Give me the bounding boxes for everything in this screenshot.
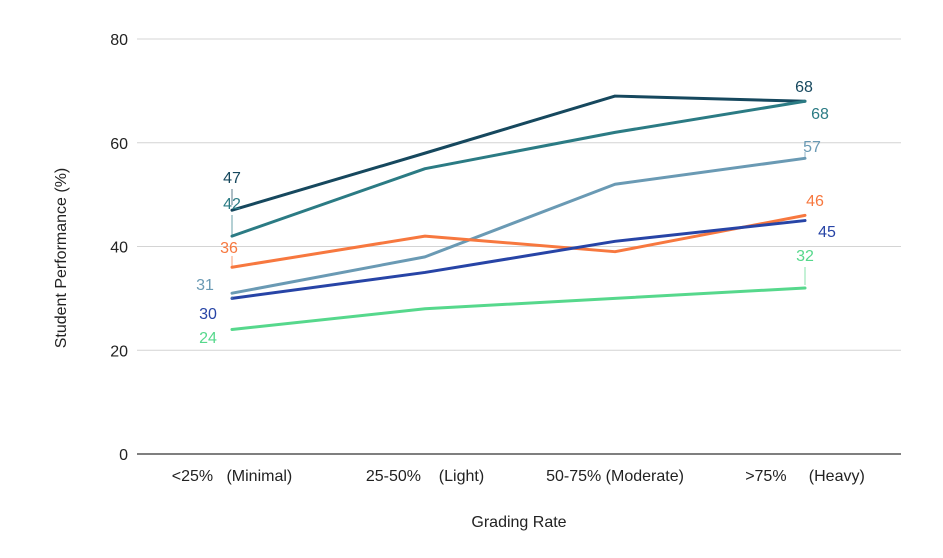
x-tick-label: 50-75% (Moderate) bbox=[546, 468, 684, 485]
data-label: 36 bbox=[220, 240, 238, 257]
data-label: 47 bbox=[223, 170, 241, 187]
series-lines bbox=[230, 94, 807, 331]
series-line-5 bbox=[230, 286, 807, 331]
y-tick-label: 60 bbox=[110, 136, 128, 153]
series-line-2 bbox=[230, 156, 807, 295]
axes: 0 20 40 60 80 <25% (Minimal) 25-50% (Light) 50-… bbox=[110, 32, 901, 485]
series-line-4 bbox=[230, 219, 807, 300]
data-label: 57 bbox=[803, 139, 821, 156]
y-tick-label: 40 bbox=[110, 240, 128, 257]
series-line-1 bbox=[230, 99, 807, 238]
x-axis-title: Grading Rate bbox=[471, 514, 566, 531]
data-label: 32 bbox=[796, 248, 814, 265]
data-label: 68 bbox=[811, 106, 829, 123]
data-label: 68 bbox=[795, 79, 813, 96]
data-label: 24 bbox=[199, 330, 217, 347]
data-label: 46 bbox=[806, 193, 824, 210]
series-line-0 bbox=[230, 94, 807, 212]
data-label: 31 bbox=[196, 277, 214, 294]
x-tick-label: >75% (Heavy) bbox=[745, 468, 865, 485]
y-tick-label: 80 bbox=[110, 32, 128, 49]
y-tick-label: 0 bbox=[119, 447, 128, 464]
data-label: 30 bbox=[199, 306, 217, 323]
y-tick-label: 20 bbox=[110, 343, 128, 360]
data-label: 42 bbox=[223, 196, 241, 213]
series-line-3 bbox=[230, 213, 807, 269]
data-label: 45 bbox=[818, 224, 836, 241]
data-labels: 47 68 42 68 31 57 36 46 30 45 24 32 bbox=[196, 79, 836, 347]
x-tick-label: <25% (Minimal) bbox=[172, 468, 292, 485]
gridlines bbox=[137, 38, 901, 351]
y-axis-title: Student Performance (%) bbox=[53, 168, 70, 349]
x-tick-label: 25-50% (Light) bbox=[366, 468, 484, 485]
